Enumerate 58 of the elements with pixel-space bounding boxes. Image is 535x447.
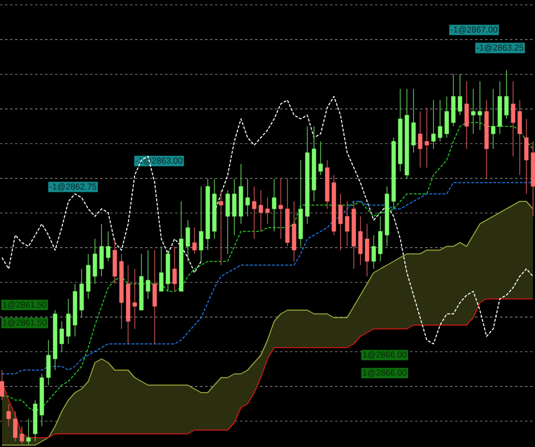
candlestick xyxy=(146,250,150,300)
candlestick xyxy=(444,96,449,138)
candlestick xyxy=(186,220,190,262)
annotation: 1@2866.00 xyxy=(363,351,407,359)
candlestick xyxy=(132,268,137,330)
candlestick xyxy=(364,223,370,277)
candlestick xyxy=(13,410,18,442)
candlestick xyxy=(92,238,98,284)
candlestick xyxy=(0,370,4,401)
candlestick xyxy=(252,186,256,240)
candlestick xyxy=(471,88,476,134)
candlestick xyxy=(418,110,422,168)
candlestick xyxy=(20,426,24,446)
candlestick xyxy=(159,246,164,292)
annotation: -1@2863.00 xyxy=(136,157,182,165)
candlestick xyxy=(524,118,529,194)
candlestick xyxy=(345,200,350,247)
candlestick xyxy=(192,227,197,254)
candlestick xyxy=(510,80,516,157)
candlestick xyxy=(106,230,110,262)
candlestick xyxy=(378,216,382,262)
candlestick xyxy=(152,250,157,344)
annotation: 1@2861.50 xyxy=(3,319,47,327)
candlestick xyxy=(358,216,363,266)
candlestick xyxy=(411,88,416,154)
annotation: 1@2861.50 xyxy=(3,301,47,309)
candlestick xyxy=(504,70,509,120)
candlestick xyxy=(318,140,323,176)
annotation: -1@2862.75 xyxy=(50,183,96,191)
candlestick xyxy=(464,80,469,150)
candlestick xyxy=(26,418,31,446)
candlestick xyxy=(438,100,442,142)
candlestick xyxy=(458,73,462,116)
candlestick xyxy=(272,178,276,232)
candlestick xyxy=(518,100,522,176)
candlestick xyxy=(478,80,482,131)
candlestick xyxy=(99,223,104,277)
candlestick xyxy=(226,190,230,254)
candlestick xyxy=(60,320,64,352)
candlestick xyxy=(338,193,343,251)
text: -1@2863.25 xyxy=(476,44,524,52)
candlestick xyxy=(278,178,283,240)
candlestick xyxy=(198,186,204,262)
candlestick xyxy=(265,197,270,224)
candlestick xyxy=(245,178,250,217)
candlestick xyxy=(424,107,429,168)
candlestick xyxy=(172,246,177,292)
candlestick xyxy=(218,190,224,266)
candlestick xyxy=(431,100,436,150)
candlestick xyxy=(66,298,71,344)
candlestick xyxy=(258,190,264,232)
candlestick xyxy=(372,234,376,270)
candlestick xyxy=(491,88,496,150)
candlestick xyxy=(46,340,51,386)
annotation: 1@2866.00 xyxy=(363,369,407,377)
candlestick xyxy=(6,403,11,427)
text: -1@2867.00 xyxy=(450,26,498,34)
candlestick xyxy=(232,178,236,236)
